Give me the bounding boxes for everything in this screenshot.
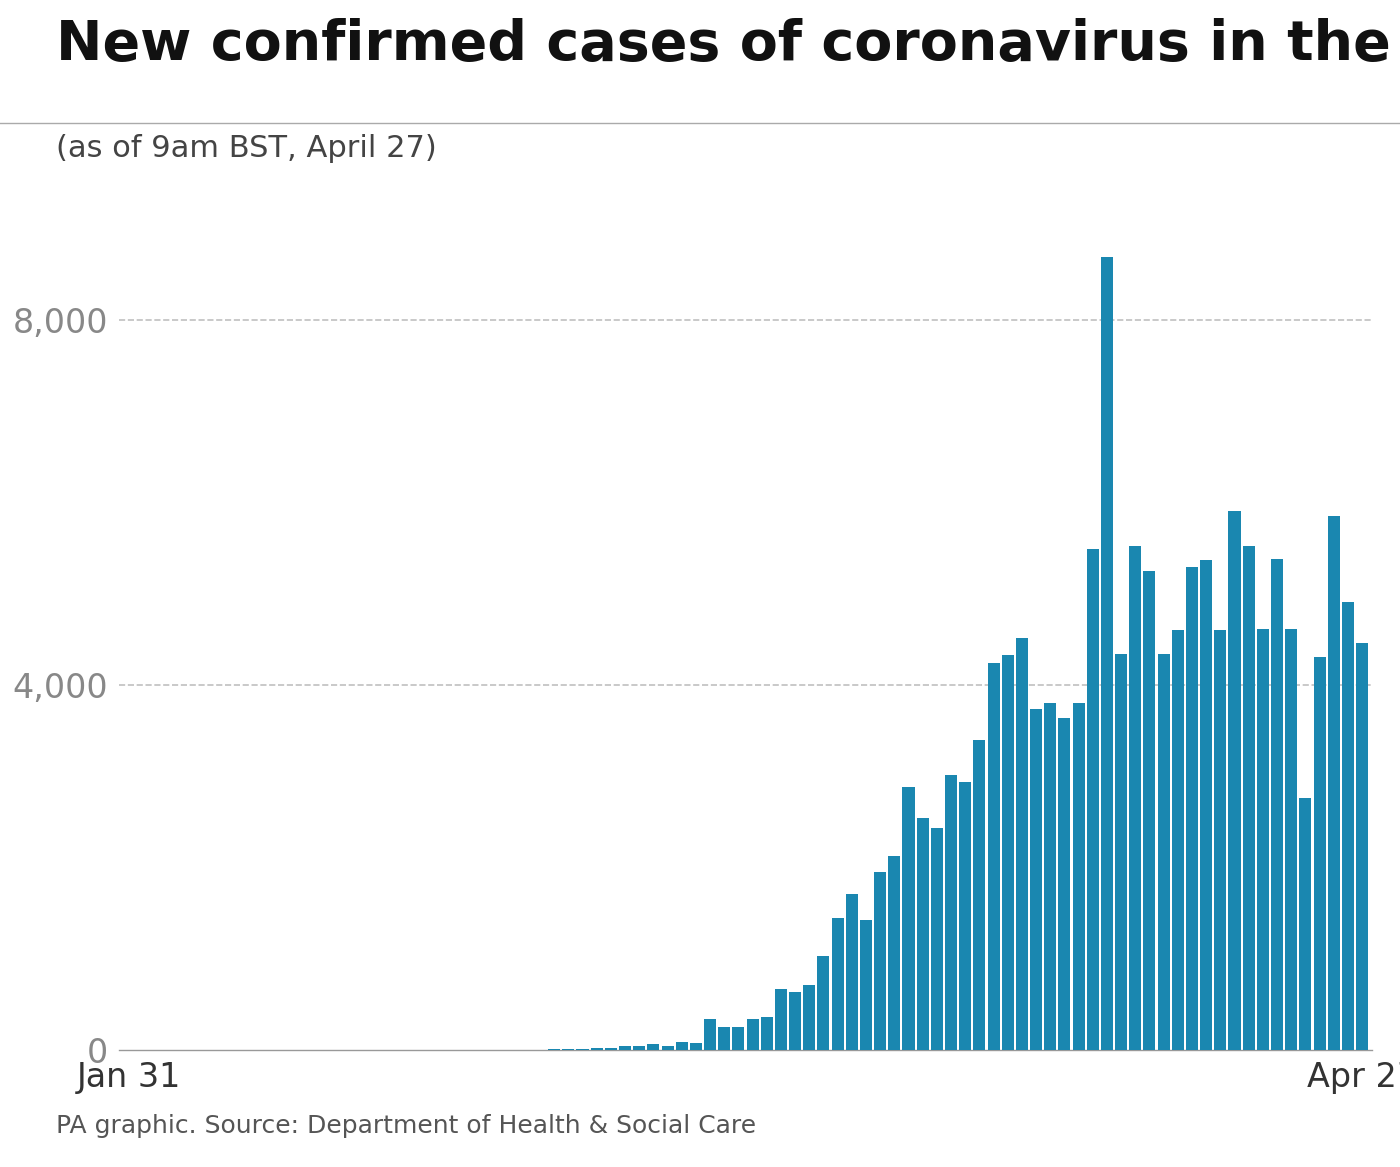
Bar <box>1086 548 1099 1050</box>
Bar <box>1200 560 1212 1050</box>
Bar <box>1058 719 1071 1050</box>
Bar <box>1016 638 1028 1050</box>
Bar <box>549 1049 560 1050</box>
Text: PA graphic. Source: Department of Health & Social Care: PA graphic. Source: Department of Health… <box>56 1113 756 1138</box>
Bar <box>1285 629 1298 1050</box>
Bar <box>1044 703 1056 1050</box>
Bar <box>1214 630 1226 1050</box>
Bar <box>1257 629 1268 1050</box>
Bar <box>1072 703 1085 1050</box>
Bar <box>903 787 914 1050</box>
Bar <box>704 1019 715 1050</box>
Bar <box>776 988 787 1050</box>
Bar <box>577 1049 588 1050</box>
Bar <box>818 956 829 1050</box>
Bar <box>563 1049 574 1050</box>
Bar <box>917 818 928 1050</box>
Bar <box>973 740 986 1050</box>
Bar <box>1357 643 1368 1050</box>
Bar <box>1341 602 1354 1050</box>
Bar <box>860 920 872 1050</box>
Bar <box>732 1027 745 1050</box>
Bar <box>591 1048 602 1050</box>
Bar <box>1030 710 1042 1050</box>
Bar <box>1114 654 1127 1050</box>
Bar <box>1001 656 1014 1050</box>
Bar <box>746 1019 759 1050</box>
Bar <box>874 872 886 1050</box>
Bar <box>1299 798 1312 1050</box>
Bar <box>889 855 900 1050</box>
Bar <box>1313 657 1326 1050</box>
Bar <box>804 985 815 1050</box>
Bar <box>959 782 972 1050</box>
Bar <box>1228 511 1240 1050</box>
Bar <box>846 894 858 1050</box>
Bar <box>945 776 958 1050</box>
Text: (as of 9am BST, April 27): (as of 9am BST, April 27) <box>56 134 437 163</box>
Bar <box>1144 571 1155 1050</box>
Bar <box>1186 567 1198 1050</box>
Bar <box>1158 654 1169 1050</box>
Bar <box>987 663 1000 1050</box>
Bar <box>690 1043 701 1050</box>
Bar <box>633 1046 645 1050</box>
Bar <box>605 1048 617 1050</box>
Bar <box>676 1041 687 1050</box>
Bar <box>619 1046 631 1050</box>
Bar <box>1130 546 1141 1050</box>
Bar <box>662 1046 673 1050</box>
Bar <box>1243 546 1254 1050</box>
Bar <box>1271 559 1282 1050</box>
Bar <box>1100 258 1113 1050</box>
Bar <box>1327 516 1340 1050</box>
Bar <box>760 1016 773 1050</box>
Bar <box>647 1044 659 1050</box>
Bar <box>931 829 942 1050</box>
Bar <box>790 992 801 1050</box>
Bar <box>1172 630 1184 1050</box>
Text: New confirmed cases of coronavirus in the UK: New confirmed cases of coronavirus in th… <box>56 18 1400 71</box>
Bar <box>718 1027 731 1050</box>
Bar <box>832 917 844 1050</box>
